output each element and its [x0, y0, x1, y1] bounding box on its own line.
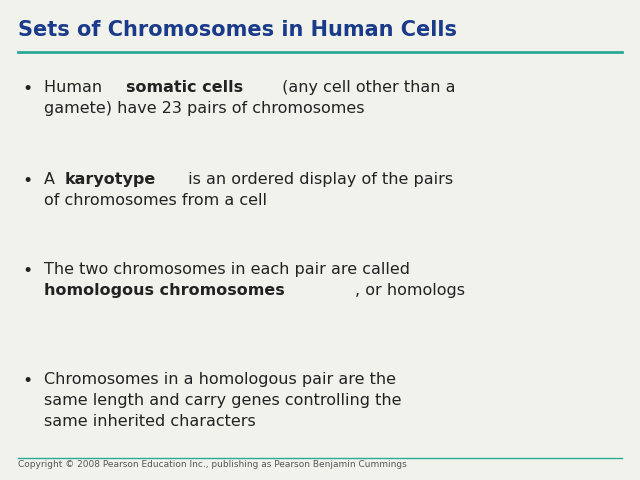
- Text: •: •: [22, 80, 32, 98]
- Text: •: •: [22, 172, 32, 190]
- Text: same inherited characters: same inherited characters: [44, 414, 256, 429]
- Text: gamete) have 23 pairs of chromosomes: gamete) have 23 pairs of chromosomes: [44, 101, 365, 116]
- Text: Copyright © 2008 Pearson Education Inc., publishing as Pearson Benjamin Cummings: Copyright © 2008 Pearson Education Inc.,…: [18, 460, 407, 469]
- Text: Human: Human: [44, 80, 108, 95]
- Text: same length and carry genes controlling the: same length and carry genes controlling …: [44, 393, 401, 408]
- Text: , or homologs: , or homologs: [355, 283, 465, 298]
- Text: The two chromosomes in each pair are called: The two chromosomes in each pair are cal…: [44, 262, 410, 277]
- Text: karyotype: karyotype: [65, 172, 156, 187]
- Text: homologous chromosomes: homologous chromosomes: [44, 283, 285, 298]
- Text: (any cell other than a: (any cell other than a: [276, 80, 455, 95]
- Text: •: •: [22, 262, 32, 280]
- Text: Sets of Chromosomes in Human Cells: Sets of Chromosomes in Human Cells: [18, 20, 457, 40]
- Text: is an ordered display of the pairs: is an ordered display of the pairs: [182, 172, 452, 187]
- Text: A: A: [44, 172, 60, 187]
- Text: of chromosomes from a cell: of chromosomes from a cell: [44, 193, 267, 208]
- Text: •: •: [22, 372, 32, 390]
- Text: somatic cells: somatic cells: [125, 80, 243, 95]
- Text: Chromosomes in a homologous pair are the: Chromosomes in a homologous pair are the: [44, 372, 396, 387]
